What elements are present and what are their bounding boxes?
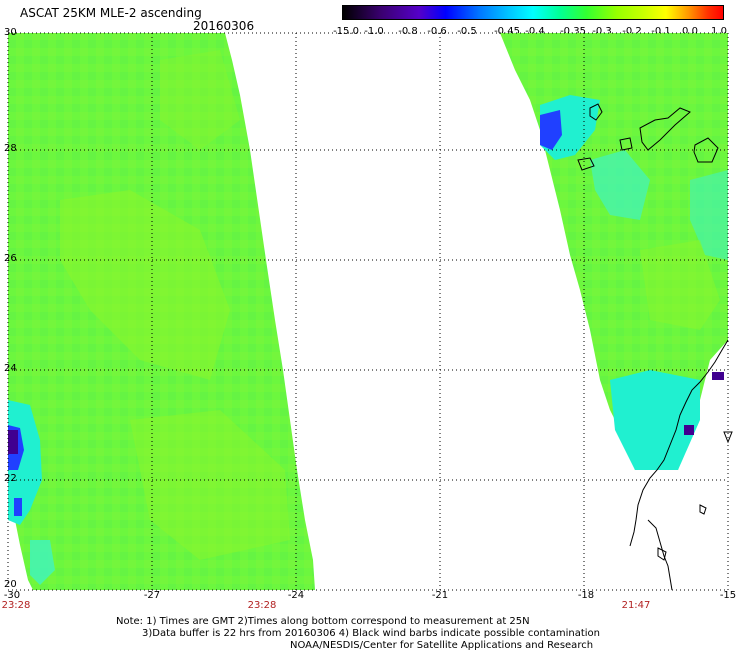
footnote: Note: 1) Times are GMT 2)Times along bot…	[116, 616, 600, 652]
left-edge-purple	[8, 430, 18, 454]
right-swath-purple	[712, 372, 724, 380]
y-axis-label: 22	[4, 473, 17, 484]
x-axis-label: -21	[431, 590, 449, 601]
y-axis-label: 24	[4, 363, 17, 374]
colorbar-label: -0.3	[592, 26, 612, 37]
colorbar-labels: -15.0 -1.0 -0.8 -0.6 -0.5 -0.45 -0.4 -0.…	[330, 26, 730, 38]
pass-time: 23:28	[247, 600, 277, 611]
left-swath-patch	[130, 410, 290, 560]
x-axis-label: -24	[287, 590, 305, 601]
colorbar-label: -0.6	[427, 26, 447, 37]
x-axis-label: -30	[3, 590, 21, 601]
x-axis-label: -18	[577, 590, 595, 601]
x-axis-label: -15	[719, 590, 737, 601]
grid	[8, 33, 728, 590]
map-title: ASCAT 25KM MLE-2 ascending	[20, 6, 202, 20]
footnote-line: Note: 1) Times are GMT 2)Times along bot…	[116, 616, 530, 627]
left-swath-patch	[60, 190, 230, 380]
y-axis-label: 26	[4, 253, 17, 264]
colorbar-label: -15.0	[333, 26, 359, 37]
right-swath-cyan	[590, 150, 650, 220]
coastline	[577, 103, 733, 591]
right-swath-cyan	[690, 170, 728, 260]
pass-time: 21:47	[621, 600, 651, 611]
y-axis-label: 28	[4, 143, 17, 154]
footnote-line: 3)Data buffer is 22 hrs from 20160306 4)…	[142, 628, 600, 639]
right-swath-blue	[540, 110, 562, 150]
colorbar-label: -0.8	[398, 26, 418, 37]
colorbar-label: -0.45	[494, 26, 520, 37]
x-axis-label: -27	[143, 590, 161, 601]
map-frame	[7, 32, 729, 591]
right-swath-yellowgreen	[640, 240, 720, 330]
colorbar-label: -1.0	[364, 26, 384, 37]
left-edge-blue-spot	[14, 498, 22, 516]
colorbar-label: 0.0	[682, 26, 698, 37]
colorbar-label: 1.0	[711, 26, 727, 37]
colorbar	[342, 5, 724, 20]
colorbar-label: -0.5	[457, 26, 477, 37]
colorbar-label: -0.2	[622, 26, 642, 37]
colorbar-label: -0.4	[525, 26, 545, 37]
colorbar-label: -0.1	[651, 26, 671, 37]
right-swath-purple	[684, 425, 694, 435]
colorbar-label: -0.35	[560, 26, 586, 37]
footnote-line: NOAA/NESDIS/Center for Satellite Applica…	[290, 640, 594, 651]
right-swath-cyan	[610, 370, 700, 470]
left-edge-cyan	[30, 540, 55, 585]
y-axis-label: 20	[4, 579, 17, 590]
pass-time: 23:28	[1, 600, 31, 611]
left-swath-patch	[160, 50, 240, 150]
y-axis-label: 30	[4, 27, 17, 38]
map-date: 20160306	[193, 19, 255, 33]
